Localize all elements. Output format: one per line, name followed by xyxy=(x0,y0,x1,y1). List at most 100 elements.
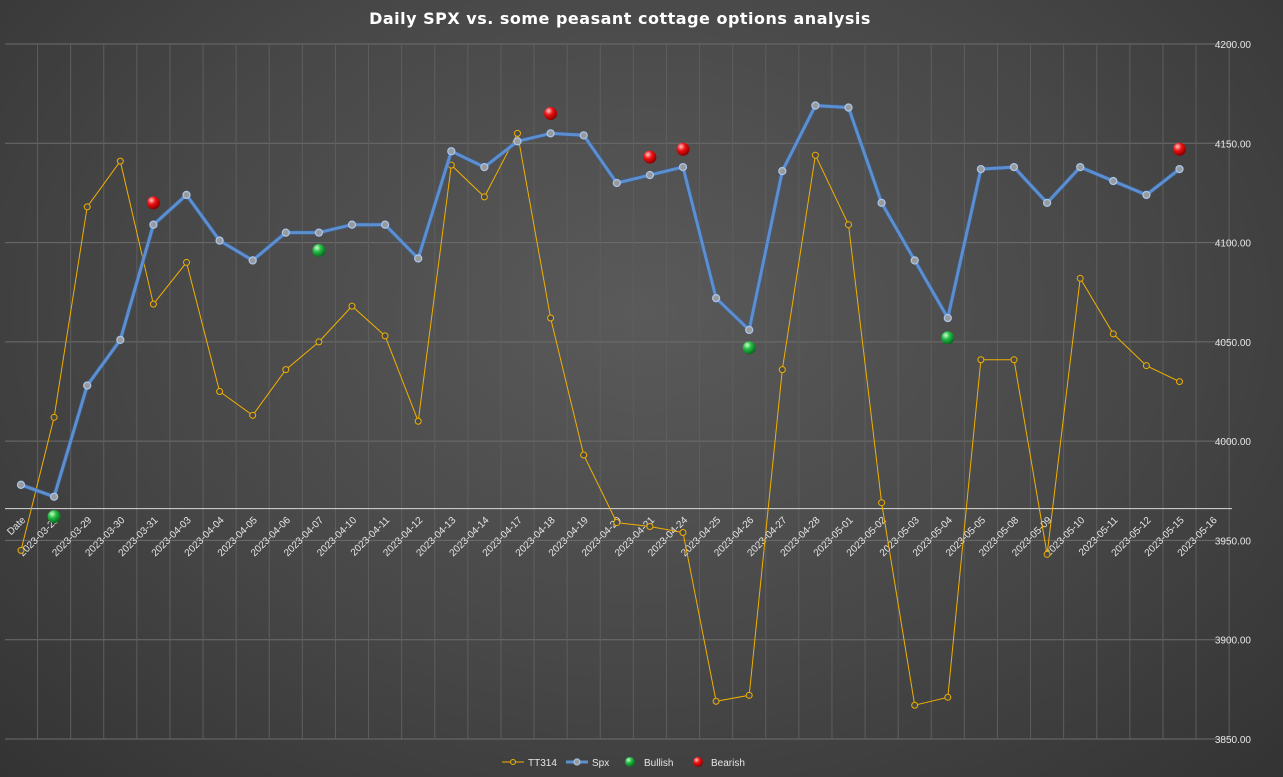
tt314-point xyxy=(778,366,786,374)
legend-marker-spx xyxy=(573,758,581,766)
spx-point xyxy=(844,103,853,112)
bullish-marker xyxy=(742,341,756,355)
tt314-point xyxy=(149,300,157,308)
y-tick-label: 4050.00 xyxy=(1215,338,1252,349)
legend-label-bullish: Bullish xyxy=(644,758,673,769)
tt314-point xyxy=(712,697,720,705)
tt314-point xyxy=(1076,274,1084,282)
tt314-point xyxy=(249,411,257,419)
bearish-marker xyxy=(544,107,558,120)
bullish-marker xyxy=(941,331,955,345)
spx-point xyxy=(1175,164,1184,174)
series-line-spx xyxy=(20,104,1181,499)
spx-point xyxy=(877,198,886,208)
legend: TT314 Spx Bullish Bearish xyxy=(502,757,745,769)
spx-point xyxy=(612,178,621,188)
y-tick-label: 4000.00 xyxy=(1215,437,1252,448)
bearish-marker xyxy=(676,142,690,156)
spx-point xyxy=(380,220,390,229)
bearish-marker xyxy=(146,196,160,210)
spx-point xyxy=(83,381,92,390)
spx-point xyxy=(414,254,423,263)
spx-point xyxy=(579,131,588,140)
tt314-point xyxy=(547,314,555,322)
legend-label-bearish: Bearish xyxy=(711,758,745,769)
spx-point xyxy=(281,228,290,237)
y-tick-label: 3950.00 xyxy=(1215,536,1252,547)
bearish-marker xyxy=(1173,142,1186,156)
spx-point xyxy=(49,492,59,501)
spx-point xyxy=(215,236,224,245)
spx-point xyxy=(745,325,754,335)
tt314-point xyxy=(679,528,687,536)
y-tick-label: 3900.00 xyxy=(1215,636,1252,647)
tt314-point xyxy=(845,221,852,229)
tt314-point xyxy=(514,129,521,137)
tt314-point xyxy=(811,151,819,159)
tt314-point xyxy=(50,413,58,421)
legend-label-tt314: TT314 xyxy=(528,758,557,769)
tt314-point xyxy=(944,693,952,701)
tt314-point xyxy=(116,157,124,165)
tt314-point xyxy=(480,193,488,201)
tt314-point xyxy=(381,332,389,340)
spx-point xyxy=(480,162,489,172)
chart-title: Daily SPX vs. some peasant cottage optio… xyxy=(369,9,871,28)
tt314-point xyxy=(580,451,588,459)
x-axis: Date2023-03-282023-03-292023-03-302023-0… xyxy=(5,515,1220,559)
spx-point xyxy=(116,335,125,345)
spx-point xyxy=(711,294,721,303)
tt314-point xyxy=(878,499,886,507)
tt314-point xyxy=(1010,356,1018,364)
tt314-point xyxy=(17,546,25,554)
spx-point xyxy=(910,256,919,265)
tt314-point xyxy=(216,388,224,395)
tt314-point xyxy=(348,302,356,310)
series xyxy=(16,101,1186,709)
grid xyxy=(5,43,1232,740)
y-tick-label: 3850.00 xyxy=(1215,735,1252,746)
tt314-point xyxy=(613,519,621,527)
legend-marker-bearish xyxy=(693,757,703,767)
spx-point xyxy=(314,228,324,237)
legend-marker-bullish xyxy=(625,757,635,767)
tt314-point xyxy=(1142,362,1150,370)
legend-label-spx: Spx xyxy=(592,758,609,769)
spx-point xyxy=(248,256,257,265)
spx-point xyxy=(1009,162,1019,172)
tt314-point xyxy=(282,366,290,374)
spx-point xyxy=(1042,198,1052,208)
spx-point xyxy=(943,313,952,323)
tt314-point xyxy=(183,258,190,266)
spx-point xyxy=(1142,190,1151,200)
bearish-marker xyxy=(643,150,657,164)
tt314-point xyxy=(911,701,919,709)
tt314-point xyxy=(1176,378,1183,386)
y-tick-label: 4100.00 xyxy=(1215,239,1252,250)
tt314-point xyxy=(83,203,91,211)
tt314-point xyxy=(1043,550,1051,558)
tt314-point xyxy=(414,417,422,425)
tt314-point xyxy=(315,338,323,346)
legend-marker-tt314 xyxy=(510,759,516,765)
tt314-point xyxy=(646,523,654,531)
y-tick-label: 4150.00 xyxy=(1215,139,1252,150)
tt314-point xyxy=(1109,330,1117,338)
series-line-tt314 xyxy=(20,131,1180,706)
spx-point xyxy=(347,220,357,229)
tt314-point xyxy=(977,356,985,364)
spx-point xyxy=(16,480,26,489)
spx-point xyxy=(778,166,787,176)
spx-point xyxy=(149,220,158,229)
spx-point xyxy=(811,101,820,110)
spx-point xyxy=(976,164,986,174)
spx-point xyxy=(513,137,522,146)
spx-point xyxy=(447,147,456,156)
bullish-marker xyxy=(312,244,326,258)
spx-point xyxy=(1076,162,1085,172)
bullish-marker xyxy=(47,510,61,524)
spx-point xyxy=(182,190,191,200)
spx-point xyxy=(678,162,688,172)
tt314-point xyxy=(745,691,753,699)
